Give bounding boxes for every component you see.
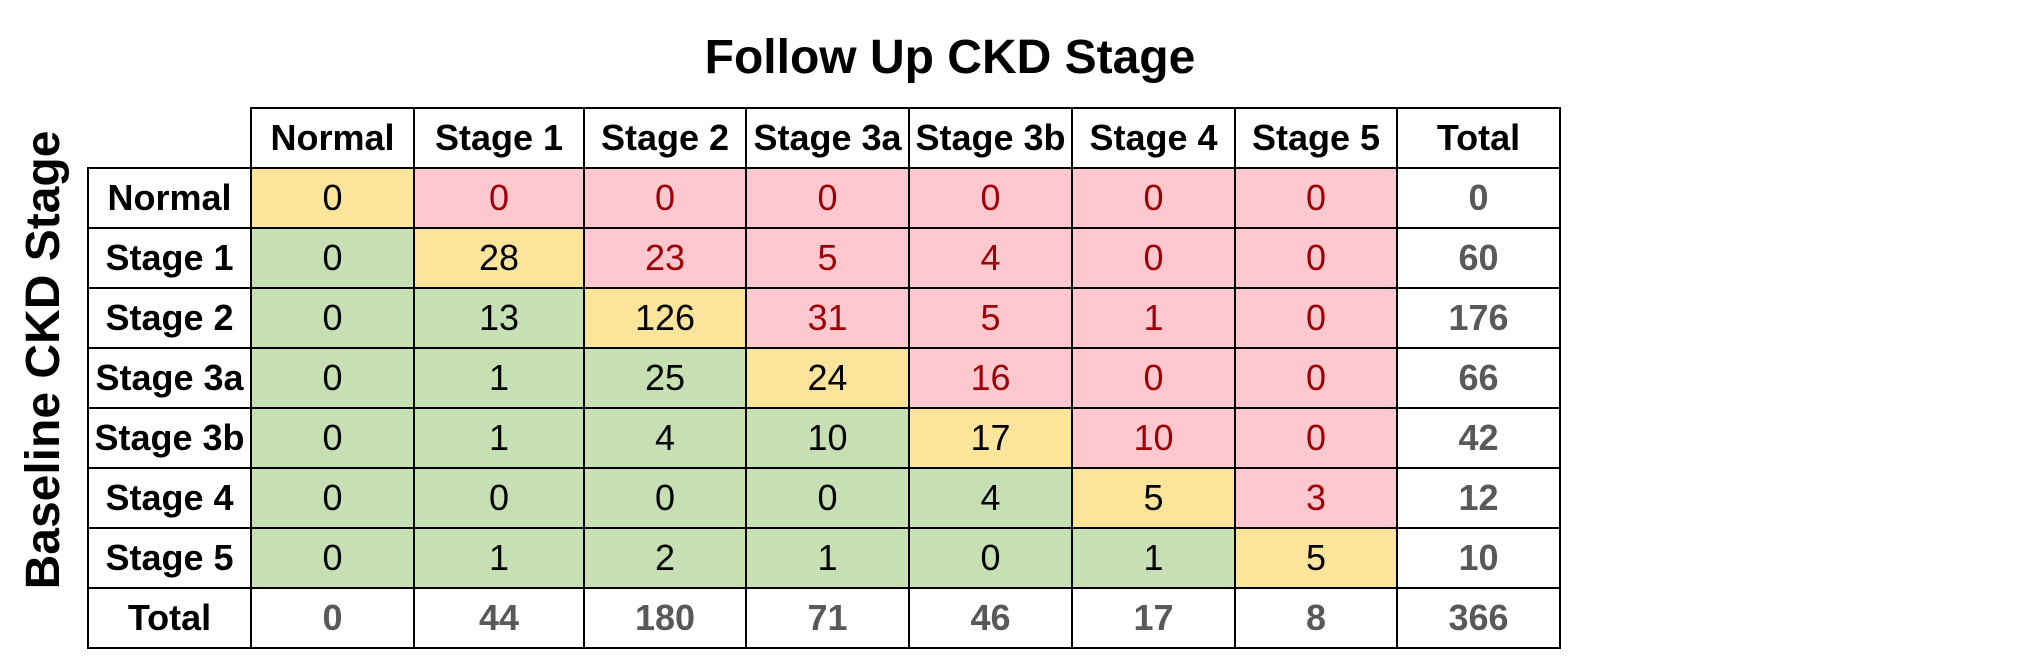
table-cell: 5 [1071, 467, 1236, 529]
table-cell: 28 [413, 227, 585, 289]
total-cell: 366 [1396, 587, 1561, 649]
row-header: Stage 1 [87, 227, 252, 289]
table-cell: 0 [250, 347, 415, 409]
table-cell: 5 [745, 227, 910, 289]
table-cell: 0 [908, 527, 1073, 589]
table-row: Stage 5 0 1 2 1 0 1 5 10 [87, 527, 1561, 589]
table-row: Stage 3a 0 1 25 24 16 0 0 66 [87, 347, 1561, 409]
table-cell: 4 [583, 407, 747, 469]
total-cell: 12 [1396, 467, 1561, 529]
row-header: Stage 3a [87, 347, 252, 409]
table-row: Stage 3b 0 1 4 10 17 10 0 42 [87, 407, 1561, 469]
table-cell: 0 [583, 167, 747, 229]
table-cell: 0 [250, 407, 415, 469]
table-cell: 0 [745, 167, 910, 229]
row-header: Stage 3b [87, 407, 252, 469]
table-cell: 2 [583, 527, 747, 589]
stage-table: Normal Stage 1 Stage 2 Stage 3a Stage 3b Stag… [87, 107, 1561, 649]
table-cell: 16 [908, 347, 1073, 409]
row-header: Normal [87, 167, 252, 229]
table-title: Follow Up CKD Stage [704, 31, 1196, 84]
table-cell: 17 [908, 407, 1073, 469]
table-cell: 0 [250, 527, 415, 589]
total-cell: 8 [1234, 587, 1398, 649]
table-cell: 0 [1234, 167, 1398, 229]
corner-cell [88, 108, 251, 168]
column-header: Stage 3a [745, 107, 910, 169]
row-axis-label: Baseline CKD Stage [17, 130, 70, 590]
table-cell: 0 [413, 467, 585, 529]
table-row: Stage 1 0 28 23 5 4 0 0 60 [87, 227, 1561, 289]
total-cell: 0 [1396, 167, 1561, 229]
table-row: Stage 4 0 0 0 0 4 5 3 12 [87, 467, 1561, 529]
table-cell: 5 [908, 287, 1073, 349]
table-row: Total 0 44 180 71 46 17 8 366 [87, 587, 1561, 649]
total-cell: 60 [1396, 227, 1561, 289]
total-cell: 44 [413, 587, 585, 649]
table-cell: 0 [1234, 287, 1398, 349]
header-row: Normal Stage 1 Stage 2 Stage 3a Stage 3b Stag… [88, 107, 1561, 169]
column-header: Stage 4 [1071, 107, 1236, 169]
total-cell: 17 [1071, 587, 1236, 649]
table-cell: 1 [413, 527, 585, 589]
column-header: Stage 2 [583, 107, 747, 169]
table-cell: 4 [908, 227, 1073, 289]
table-cell: 0 [250, 287, 415, 349]
table-cell: 0 [745, 467, 910, 529]
table-cell: 0 [1234, 227, 1398, 289]
table-cell: 5 [1234, 527, 1398, 589]
table-cell: 0 [250, 227, 415, 289]
table-cell: 1 [1071, 287, 1236, 349]
table-cell: 0 [250, 167, 415, 229]
row-header: Stage 5 [87, 527, 252, 589]
total-cell: 0 [250, 587, 415, 649]
table-cell: 0 [1071, 227, 1236, 289]
table-cell: 23 [583, 227, 747, 289]
table-cell: 0 [1071, 347, 1236, 409]
total-cell: 176 [1396, 287, 1561, 349]
column-header: Stage 5 [1234, 107, 1398, 169]
table-cell: 1 [745, 527, 910, 589]
table-cell: 0 [1234, 407, 1398, 469]
row-header: Stage 4 [87, 467, 252, 529]
table-cell: 25 [583, 347, 747, 409]
table-row: Stage 2 0 13 126 31 5 1 0 176 [87, 287, 1561, 349]
stage-matrix: Normal Stage 1 Stage 2 Stage 3a Stage 3b Stag… [87, 107, 1561, 649]
table-cell: 1 [1071, 527, 1236, 589]
column-header: Stage 1 [413, 107, 585, 169]
total-cell: 42 [1396, 407, 1561, 469]
total-cell: 180 [583, 587, 747, 649]
row-header: Total [87, 587, 252, 649]
table-cell: 24 [745, 347, 910, 409]
total-cell: 66 [1396, 347, 1561, 409]
table-cell: 0 [583, 467, 747, 529]
table-cell: 0 [250, 467, 415, 529]
table-cell: 31 [745, 287, 910, 349]
total-cell: 46 [908, 587, 1073, 649]
table-row: Normal 0 0 0 0 0 0 0 0 [87, 167, 1561, 229]
column-header: Normal [250, 107, 415, 169]
row-header: Stage 2 [87, 287, 252, 349]
table-cell: 10 [1071, 407, 1236, 469]
column-header: Total [1396, 107, 1561, 169]
table-cell: 1 [413, 407, 585, 469]
total-cell: 71 [745, 587, 910, 649]
table-cell: 10 [745, 407, 910, 469]
column-header: Stage 3b [908, 107, 1073, 169]
table-cell: 0 [413, 167, 585, 229]
table-cell: 0 [1071, 167, 1236, 229]
table-cell: 1 [413, 347, 585, 409]
table-cell: 13 [413, 287, 585, 349]
total-cell: 10 [1396, 527, 1561, 589]
table-cell: 0 [1234, 347, 1398, 409]
table-cell: 0 [908, 167, 1073, 229]
table-cell: 126 [583, 287, 747, 349]
table-cell: 3 [1234, 467, 1398, 529]
table-cell: 4 [908, 467, 1073, 529]
